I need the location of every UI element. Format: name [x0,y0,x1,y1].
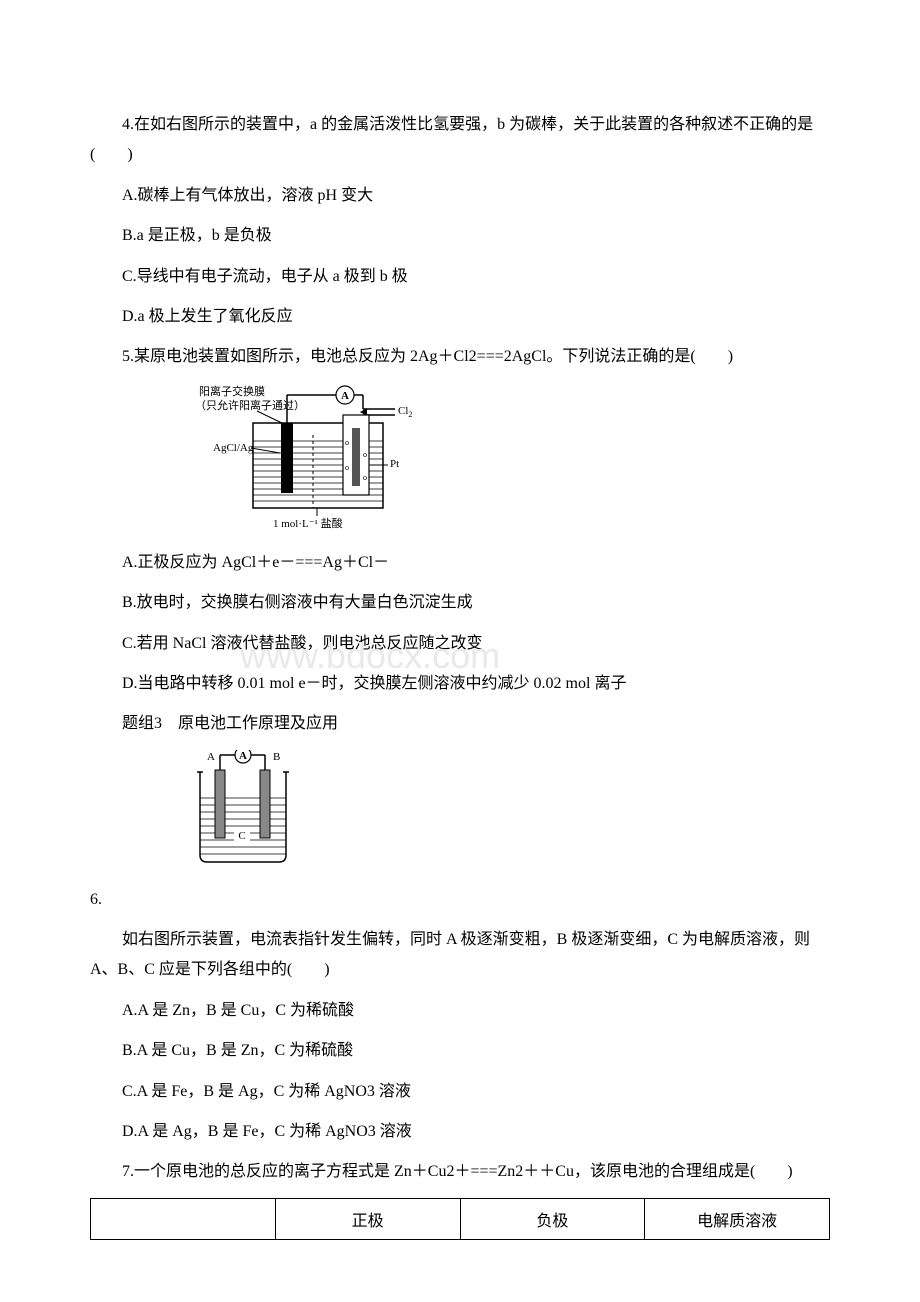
q4-option-b: B.a 是正极，b 是负极 [90,221,830,251]
q6-option-c: C.A 是 Fe，B 是 Ag，C 为稀 AgNO3 溶液 [90,1077,830,1107]
table-header-negative: 负极 [460,1198,645,1239]
membrane-label-1: 阳离子交换膜 [199,384,265,398]
table-header-electrolyte: 电解质溶液 [645,1198,830,1239]
q5-option-d: D.当电路中转移 0.01 mol e－时，交换膜左侧溶液中约减少 0.02 m… [90,669,830,699]
q5-option-c: C.若用 NaCl 溶液代替盐酸，则电池总反应随之改变 [90,629,830,659]
q6-option-d: D.A 是 Ag，B 是 Fe，C 为稀 AgNO3 溶液 [90,1117,830,1147]
q5-option-a: A.正极反应为 AgCl＋e－===Ag＋Cl－ [90,548,830,578]
q6-ammeter-label: A [239,750,247,762]
q5-option-b: B.放电时，交换膜右侧溶液中有大量白色沉淀生成 [90,588,830,618]
agcl-ag-label: AgCl/Ag [213,442,254,454]
ammeter-label: A [341,390,349,402]
q7-stem: 7.一个原电池的总反应的离子方程式是 Zn＋Cu2＋===Zn2＋＋Cu，该原电… [90,1157,830,1187]
q6-a-label: A [207,751,215,763]
q4-stem: 4.在如右图所示的装置中，a 的金属活泼性比氢要强，b 为碳棒，关于此装置的各种… [90,110,830,171]
q4-option-a: A.碳棒上有气体放出，溶液 pH 变大 [90,181,830,211]
q6-b-label: B [273,751,280,763]
q4-option-c: C.导线中有电子流动，电子从 a 极到 b 极 [90,262,830,292]
pt-label: Pt [390,458,399,470]
group3-title: 题组3 原电池工作原理及应用 [90,709,830,739]
table-row: 正极 负极 电解质溶液 [91,1198,830,1239]
q6-option-b: B.A 是 Cu，B 是 Zn，C 为稀硫酸 [90,1036,830,1066]
q6-c-label: C [238,830,245,842]
table-header-positive: 正极 [275,1198,460,1239]
q6-prefix: 6. [90,885,830,915]
q6-stem: 如右图所示装置，电流表指针发生偏转，同时 A 极逐渐变粗，B 极逐渐变细，C 为… [90,925,830,986]
q5-diagram: 阳离子交换膜 （只允许阳离子通过） A Cl2 [195,383,830,538]
q7-table: 正极 负极 电解质溶液 [90,1198,830,1240]
membrane-label-2: （只允许阳离子通过） [195,398,305,412]
q6-diagram: A B A [195,750,830,875]
q5-stem: 5.某原电池装置如图所示，电池总反应为 2Ag＋Cl2===2AgCl。下列说法… [90,342,830,372]
cl2-label: Cl2 [398,405,412,419]
hcl-label: 1 mol·L⁻¹ 盐酸 [273,516,343,530]
q4-option-d: D.a 极上发生了氧化反应 [90,302,830,332]
q6-option-a: A.A 是 Zn，B 是 Cu，C 为稀硫酸 [90,996,830,1026]
